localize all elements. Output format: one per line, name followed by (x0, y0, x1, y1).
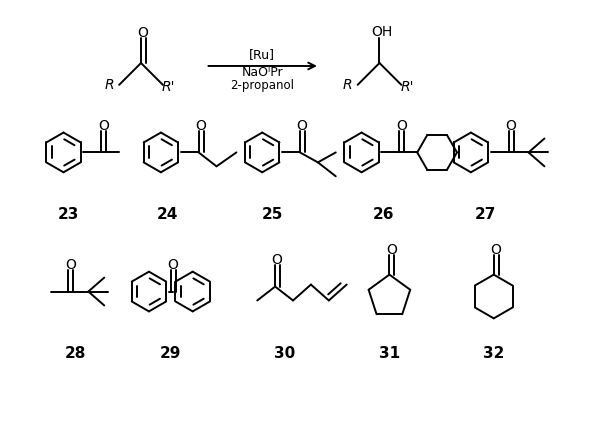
Text: O: O (137, 26, 149, 40)
Text: O: O (195, 118, 206, 132)
Text: [Ru]: [Ru] (249, 48, 275, 61)
Text: NaOᴵPr: NaOᴵPr (241, 66, 283, 80)
Text: 32: 32 (483, 346, 504, 361)
Text: O: O (98, 118, 109, 132)
Text: R': R' (401, 80, 414, 94)
Text: 26: 26 (373, 207, 394, 222)
Text: O: O (167, 258, 179, 272)
Text: 31: 31 (379, 346, 400, 361)
Text: R': R' (162, 80, 176, 94)
Text: O: O (505, 118, 516, 132)
Text: O: O (297, 118, 307, 132)
Text: 27: 27 (475, 207, 497, 222)
Text: R: R (104, 78, 114, 92)
Text: O: O (386, 243, 397, 257)
Text: 30: 30 (275, 346, 296, 361)
Text: O: O (65, 258, 76, 272)
Text: 25: 25 (261, 207, 283, 222)
Text: O: O (490, 243, 501, 257)
Text: OH: OH (371, 25, 392, 39)
Text: 24: 24 (157, 207, 179, 222)
Text: 23: 23 (58, 207, 79, 222)
Text: R: R (343, 78, 352, 92)
Text: 29: 29 (160, 346, 181, 361)
Text: 28: 28 (64, 346, 86, 361)
Text: 2-propanol: 2-propanol (230, 80, 294, 92)
Text: O: O (396, 118, 407, 132)
Text: O: O (272, 253, 282, 267)
